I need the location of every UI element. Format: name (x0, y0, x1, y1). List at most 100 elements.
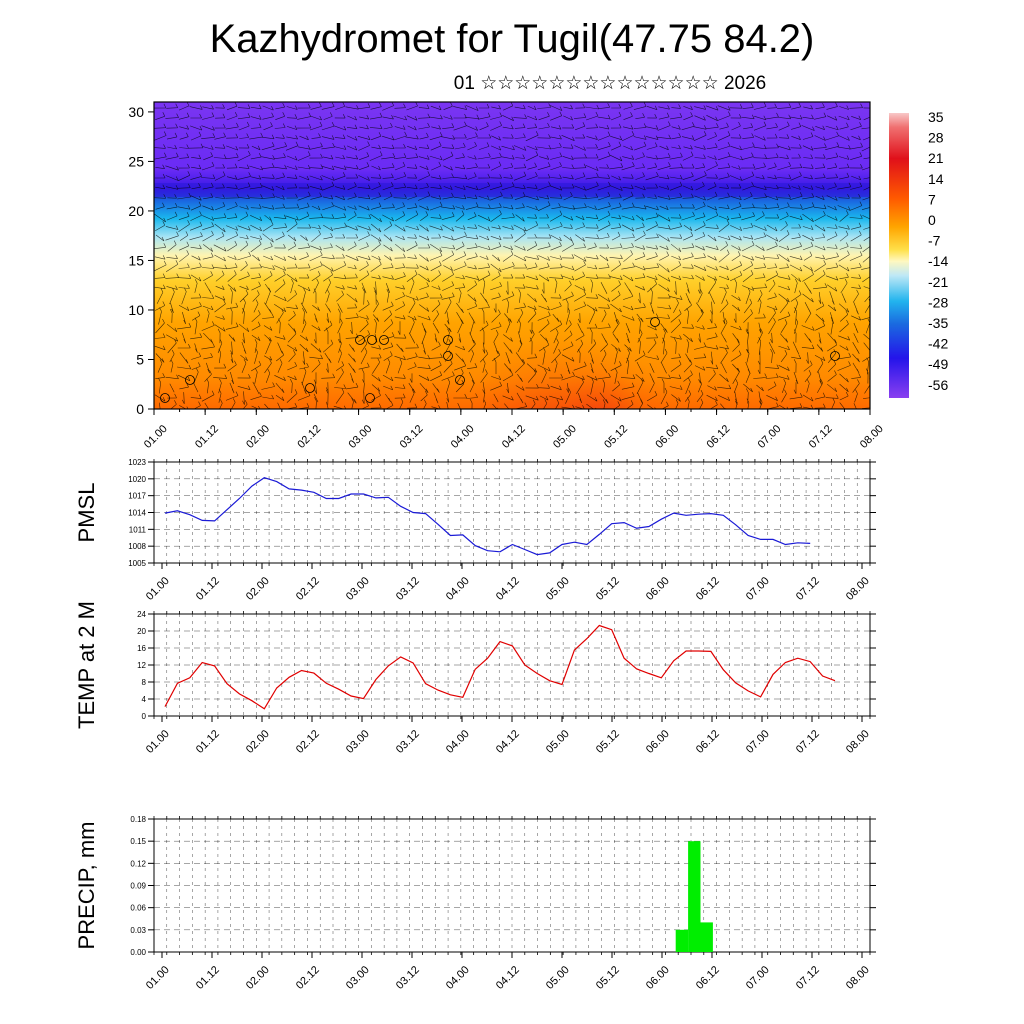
y-tick-label: 8 (142, 678, 147, 687)
pmsl-series-line (164, 477, 811, 556)
x-tick-label: 02.00 (244, 728, 272, 756)
y-tick-label: 24 (137, 610, 146, 619)
precip-bar (675, 929, 689, 952)
y-tick-label: 0.15 (130, 837, 146, 846)
wind-barbs (154, 102, 870, 409)
precip-bar (688, 841, 701, 952)
y-tick-label: 1017 (128, 492, 146, 501)
colorbar-label: -21 (928, 274, 948, 290)
precip-bar (700, 922, 713, 952)
x-tick-label: 08.00 (844, 964, 872, 992)
colorbar-label: 35 (928, 109, 944, 125)
colorbar-swatch (889, 113, 909, 398)
x-tick-label: 01.00 (144, 575, 172, 603)
x-tick-label: 03.12 (394, 964, 422, 992)
heatmap-x-axis: 01.00 01.12 02.00 02.12 03.00 03.12 04.00 04.12… (142, 409, 886, 451)
x-tick-label: 05.12 (594, 575, 622, 603)
heatmap-x-tick-label: 08.00 (858, 423, 886, 451)
calm-circle (185, 375, 195, 385)
colorbar-label: -49 (928, 356, 948, 372)
chart-subtitle: 01 ☆☆☆☆☆☆☆☆☆☆☆☆☆☆ 2026 (453, 73, 767, 94)
calm-circle (379, 335, 389, 345)
x-tick-label: 06.12 (694, 728, 722, 756)
heatmap-x-tick-label: 05.00 (551, 423, 579, 451)
x-tick-label: 03.12 (394, 575, 422, 603)
colorbar-labels: 35 28 21 14 7 0 -7 -14 -21 -28 -35 -42 -49 -56 (928, 109, 948, 393)
y-tick-label: 0.09 (130, 882, 146, 891)
x-tick-label: 01.12 (194, 964, 222, 992)
calm-circle (830, 351, 840, 361)
heatmap-x-tick-label: 02.00 (244, 423, 272, 451)
y-tick-label: 20 (137, 627, 146, 636)
colorbar-label: 0 (928, 212, 936, 228)
x-tick-label: 04.12 (494, 964, 522, 992)
temp-series-line (164, 624, 836, 710)
heatmap-x-tick-label: 02.12 (295, 423, 323, 451)
colorbar: 35 28 21 14 7 0 -7 -14 -21 -28 -35 -42 -49 -56 (889, 109, 948, 398)
x-tick-label: 07.00 (744, 964, 772, 992)
calm-circle (455, 375, 465, 385)
heatmap-y-tick-label: 5 (136, 351, 144, 367)
wind-field (154, 102, 870, 409)
heatmap-x-tick-label: 03.12 (398, 423, 426, 451)
x-tick-label: 02.00 (244, 575, 272, 603)
x-tick-label: 05.00 (544, 728, 572, 756)
heatmap-x-tick-label: 01.00 (142, 423, 170, 451)
x-tick-label: 02.12 (294, 728, 322, 756)
x-tick-label: 05.00 (544, 575, 572, 603)
x-tick-label: 06.00 (644, 728, 672, 756)
heatmap-x-tick-label: 04.00 (449, 423, 477, 451)
colorbar-label: 21 (928, 150, 944, 166)
x-tick-label: 03.00 (344, 728, 372, 756)
chart-title: Kazhydromet for Tugil(47.75 84.2) (209, 17, 815, 61)
x-tick-label: 05.12 (594, 964, 622, 992)
colorbar-label: -42 (928, 336, 948, 352)
precip-panel: 0.00 0.03 0.06 0.09 0.12 0.15 0.18 01.00 01.12 02… (74, 815, 876, 992)
colorbar-label: -7 (928, 233, 941, 249)
colorbar-label: -28 (928, 294, 948, 310)
x-tick-label: 05.12 (594, 728, 622, 756)
y-tick-label: 0.03 (130, 926, 146, 935)
x-tick-label: 08.00 (844, 575, 872, 603)
heatmap-panel: 0 5 10 15 20 25 30 01.00 01.12 02.00 02.12 03.00 03… (128, 101, 886, 451)
x-tick-label: 03.00 (344, 964, 372, 992)
heatmap-x-tick-label: 07.00 (756, 423, 784, 451)
x-tick-label: 04.00 (444, 728, 472, 756)
heatmap-x-tick-label: 05.12 (602, 423, 630, 451)
y-axis-label: PRECIP, mm (74, 822, 99, 950)
x-tick-label: 03.00 (344, 575, 372, 603)
x-tick-label: 02.12 (294, 964, 322, 992)
heatmap-x-tick-label: 07.12 (807, 423, 835, 451)
calm-circle (443, 335, 453, 345)
calm-circle (443, 351, 453, 361)
y-tick-label: 16 (137, 644, 146, 653)
heatmap-y-tick-label: 25 (128, 153, 144, 169)
x-tick-label: 01.12 (194, 575, 222, 603)
calm-circle (367, 335, 377, 345)
calm-circle (160, 393, 170, 403)
y-tick-label: 0 (142, 712, 147, 721)
x-tick-label: 04.00 (444, 964, 472, 992)
heatmap-y-tick-label: 30 (128, 104, 144, 120)
x-tick-label: 04.12 (494, 728, 522, 756)
y-tick-label: 1005 (128, 559, 146, 568)
x-tick-label: 07.12 (794, 728, 822, 756)
x-tick-label: 02.12 (294, 575, 322, 603)
heatmap-x-tick-label: 03.00 (346, 423, 374, 451)
x-tick-label: 01.00 (144, 964, 172, 992)
heatmap-x-tick-label: 04.12 (500, 423, 528, 451)
heatmap-y-tick-label: 15 (128, 252, 144, 268)
x-tick-label: 01.00 (144, 728, 172, 756)
x-tick-label: 06.12 (694, 575, 722, 603)
y-tick-label: 1011 (129, 525, 147, 534)
y-tick-label: 1008 (128, 542, 146, 551)
y-tick-label: 4 (142, 695, 147, 704)
x-tick-label: 07.00 (744, 575, 772, 603)
x-tick-label: 07.12 (794, 964, 822, 992)
x-tick-label: 06.00 (644, 964, 672, 992)
temp-panel: 0 4 8 12 16 20 24 01.00 01.12 02.00 02.12 03.00 03.1… (74, 601, 876, 756)
x-tick-label: 02.00 (244, 964, 272, 992)
y-tick-label: 12 (137, 661, 146, 670)
colorbar-label: -56 (928, 377, 948, 393)
